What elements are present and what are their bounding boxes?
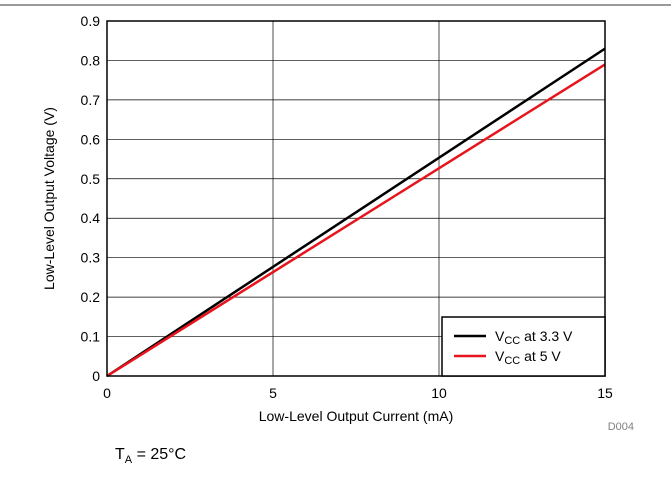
y-tick-label-0.2: 0.2 xyxy=(81,289,101,305)
condition-label: TA = 25°C xyxy=(115,446,186,466)
tick-label-layer: 0 0.1 0.2 0.3 0.4 0.5 0.6 0.7 0.8 0.9 0 5 10 15 xyxy=(81,13,613,401)
x-tick-label-15: 15 xyxy=(597,385,613,401)
x-axis-title: Low-Level Output Current (mA) xyxy=(259,408,454,424)
y-tick-label-0.5: 0.5 xyxy=(81,171,101,187)
series-layer xyxy=(106,47,606,378)
y-tick-label-0.8: 0.8 xyxy=(81,52,101,68)
x-tick-label-0: 0 xyxy=(103,385,111,401)
y-tick-label-0: 0 xyxy=(92,368,100,384)
x-tick-label-10: 10 xyxy=(431,385,447,401)
y-tick-label-0.4: 0.4 xyxy=(81,210,101,226)
legend: VCC at 3.3 V VCC at 5 V xyxy=(441,316,606,377)
figure-id: D004 xyxy=(608,421,634,433)
y-axis-title: Low-Level Output Voltage (V) xyxy=(41,107,57,290)
y-tick-label-0.9: 0.9 xyxy=(81,13,101,29)
x-tick-label-5: 5 xyxy=(269,385,277,401)
series-line-0 xyxy=(106,47,606,378)
y-tick-label-0.3: 0.3 xyxy=(81,250,101,266)
y-tick-label-0.1: 0.1 xyxy=(81,329,101,345)
legend-label-vcc-3v3: VCC at 3.3 V xyxy=(495,328,573,347)
series-line-1 xyxy=(106,63,606,378)
legend-box xyxy=(441,316,606,377)
y-tick-label-0.6: 0.6 xyxy=(81,131,101,147)
plot-area-border xyxy=(106,20,606,377)
legend-label-vcc-5v: VCC at 5 V xyxy=(495,348,561,367)
y-tick-label-0.7: 0.7 xyxy=(81,92,101,108)
